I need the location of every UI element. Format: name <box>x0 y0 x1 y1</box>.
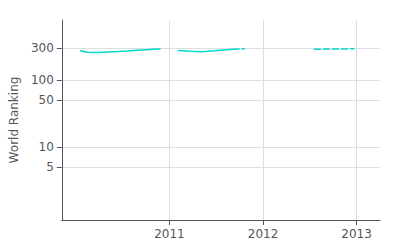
svg-text:50: 50 <box>39 93 54 107</box>
svg-text:World Ranking: World Ranking <box>7 77 21 164</box>
svg-text:2012: 2012 <box>248 227 279 241</box>
svg-text:2013: 2013 <box>341 227 372 241</box>
svg-text:10: 10 <box>39 140 54 154</box>
svg-text:100: 100 <box>31 73 54 87</box>
svg-text:2011: 2011 <box>154 227 185 241</box>
svg-text:5: 5 <box>46 160 54 174</box>
svg-text:300: 300 <box>31 41 54 55</box>
